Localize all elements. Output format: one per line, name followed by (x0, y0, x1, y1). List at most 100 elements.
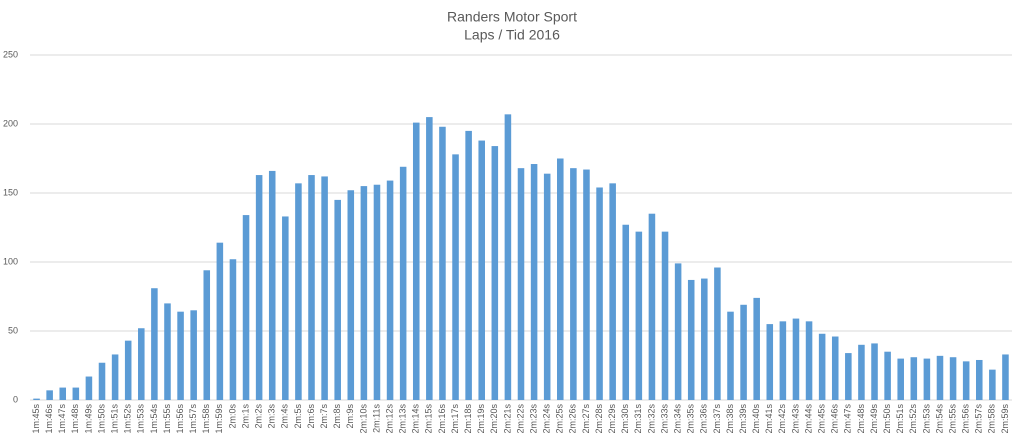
bar (465, 130, 472, 400)
bar (936, 355, 944, 400)
x-tick-label: 2m:39s (738, 404, 748, 434)
bar (504, 114, 512, 400)
bar (33, 398, 40, 400)
x-tick-label: 2m:9s (345, 404, 355, 429)
bar (779, 321, 787, 400)
bar (242, 215, 250, 400)
x-tick-label: 2m:13s (398, 404, 408, 434)
y-tick-label: 200 (3, 118, 18, 128)
bar (714, 267, 721, 400)
bar (858, 344, 865, 400)
x-tick-label: 1m:56s (175, 404, 185, 434)
x-tick-label: 2m:31s (633, 404, 643, 434)
x-tick-label: 2m:57s (974, 404, 984, 434)
x-tick-label: 2m:30s (620, 404, 630, 434)
bar (818, 333, 826, 400)
bar (229, 259, 237, 400)
x-tick-label: 2m:33s (659, 404, 669, 434)
bar (975, 359, 983, 400)
y-tick-label: 50 (8, 325, 18, 335)
y-tick-label: 100 (3, 256, 18, 266)
bar (884, 351, 891, 400)
x-tick-label: 2m:41s (764, 404, 774, 434)
x-tick-label: 2m:52s (908, 404, 918, 434)
bar (98, 362, 106, 400)
x-tick-label: 1m:48s (70, 404, 80, 434)
bar (59, 387, 67, 400)
x-tick-label: 2m:48s (856, 404, 866, 434)
y-tick-label: 150 (3, 187, 18, 197)
bar (268, 170, 276, 400)
x-tick-label: 2m:38s (725, 404, 735, 434)
x-tick-label: 2m:7s (319, 404, 329, 429)
x-tick-label: 2m:11s (371, 404, 381, 433)
x-tick-label: 2m:43s (790, 404, 800, 434)
x-tick-label: 2m:15s (424, 404, 434, 434)
x-tick-label: 2m:6s (306, 404, 316, 429)
bar (282, 216, 289, 400)
x-tick-label: 1m:52s (123, 404, 133, 434)
bar (687, 279, 695, 400)
x-tick-label: 2m:26s (568, 404, 578, 434)
bar (295, 183, 302, 400)
x-tick-label: 1m:53s (136, 404, 146, 434)
bar (124, 340, 132, 400)
bar (360, 186, 368, 400)
bar (949, 357, 957, 400)
bar (805, 321, 813, 400)
x-tick-label: 2m:37s (712, 404, 722, 434)
x-tick-label: 2m:10s (358, 404, 368, 434)
bar (439, 126, 446, 400)
bar (792, 318, 800, 400)
bar (308, 175, 315, 400)
bar (334, 199, 341, 400)
x-tick-label: 2m:14s (411, 404, 421, 434)
bar (412, 122, 420, 401)
bar (452, 154, 459, 400)
x-tick-label: 1m:58s (201, 404, 211, 434)
x-tick-label: 2m:58s (987, 404, 997, 434)
x-tick-label: 2m:0s (227, 404, 237, 429)
x-tick-label: 1m:49s (83, 404, 93, 434)
x-tick-label: 1m:55s (162, 404, 172, 434)
bar (85, 376, 93, 400)
x-tick-label: 2m:16s (437, 404, 447, 434)
x-tick-label: 1m:50s (96, 404, 106, 434)
x-tick-label: 2m:36s (699, 404, 709, 434)
x-tick-label: 2m:56s (961, 404, 971, 434)
x-tick-label: 2m:21s (502, 404, 512, 434)
x-tick-label: 2m:35s (686, 404, 696, 434)
x-tick-label: 2m:27s (581, 404, 591, 434)
y-tick-label: 0 (13, 394, 18, 404)
bar (426, 117, 433, 400)
x-tick-label: 2m:59s (1000, 404, 1010, 434)
x-tick-label: 1m:59s (214, 404, 224, 434)
x-tick-label: 2m:29s (607, 404, 617, 434)
y-tick-label: 250 (3, 49, 18, 59)
x-tick-label: 1m:57s (188, 404, 198, 434)
bar (46, 390, 53, 400)
bar (1002, 354, 1009, 400)
x-tick-label: 2m:19s (476, 404, 486, 434)
bar (347, 190, 355, 400)
x-tick-label: 2m:4s (280, 404, 290, 429)
x-tick-label: 2m:20s (489, 404, 499, 434)
bar (530, 164, 538, 400)
bar (72, 387, 80, 400)
bar (609, 183, 616, 400)
x-tick-label: 2m:42s (777, 404, 787, 434)
chart-subtitle: Laps / Tid 2016 (464, 27, 560, 43)
x-tick-label: 2m:54s (934, 404, 944, 434)
x-tick-label: 1m:46s (44, 404, 54, 434)
x-tick-label: 2m:24s (542, 404, 552, 434)
x-tick-label: 2m:1s (240, 404, 250, 429)
x-tick-label: 2m:55s (947, 404, 957, 434)
x-tick-label: 2m:23s (528, 404, 538, 434)
bar (216, 242, 224, 400)
bar (635, 231, 643, 400)
x-tick-label: 2m:34s (672, 404, 682, 434)
x-tick-label: 2m:40s (751, 404, 761, 434)
x-tick-label: 2m:47s (843, 404, 853, 434)
